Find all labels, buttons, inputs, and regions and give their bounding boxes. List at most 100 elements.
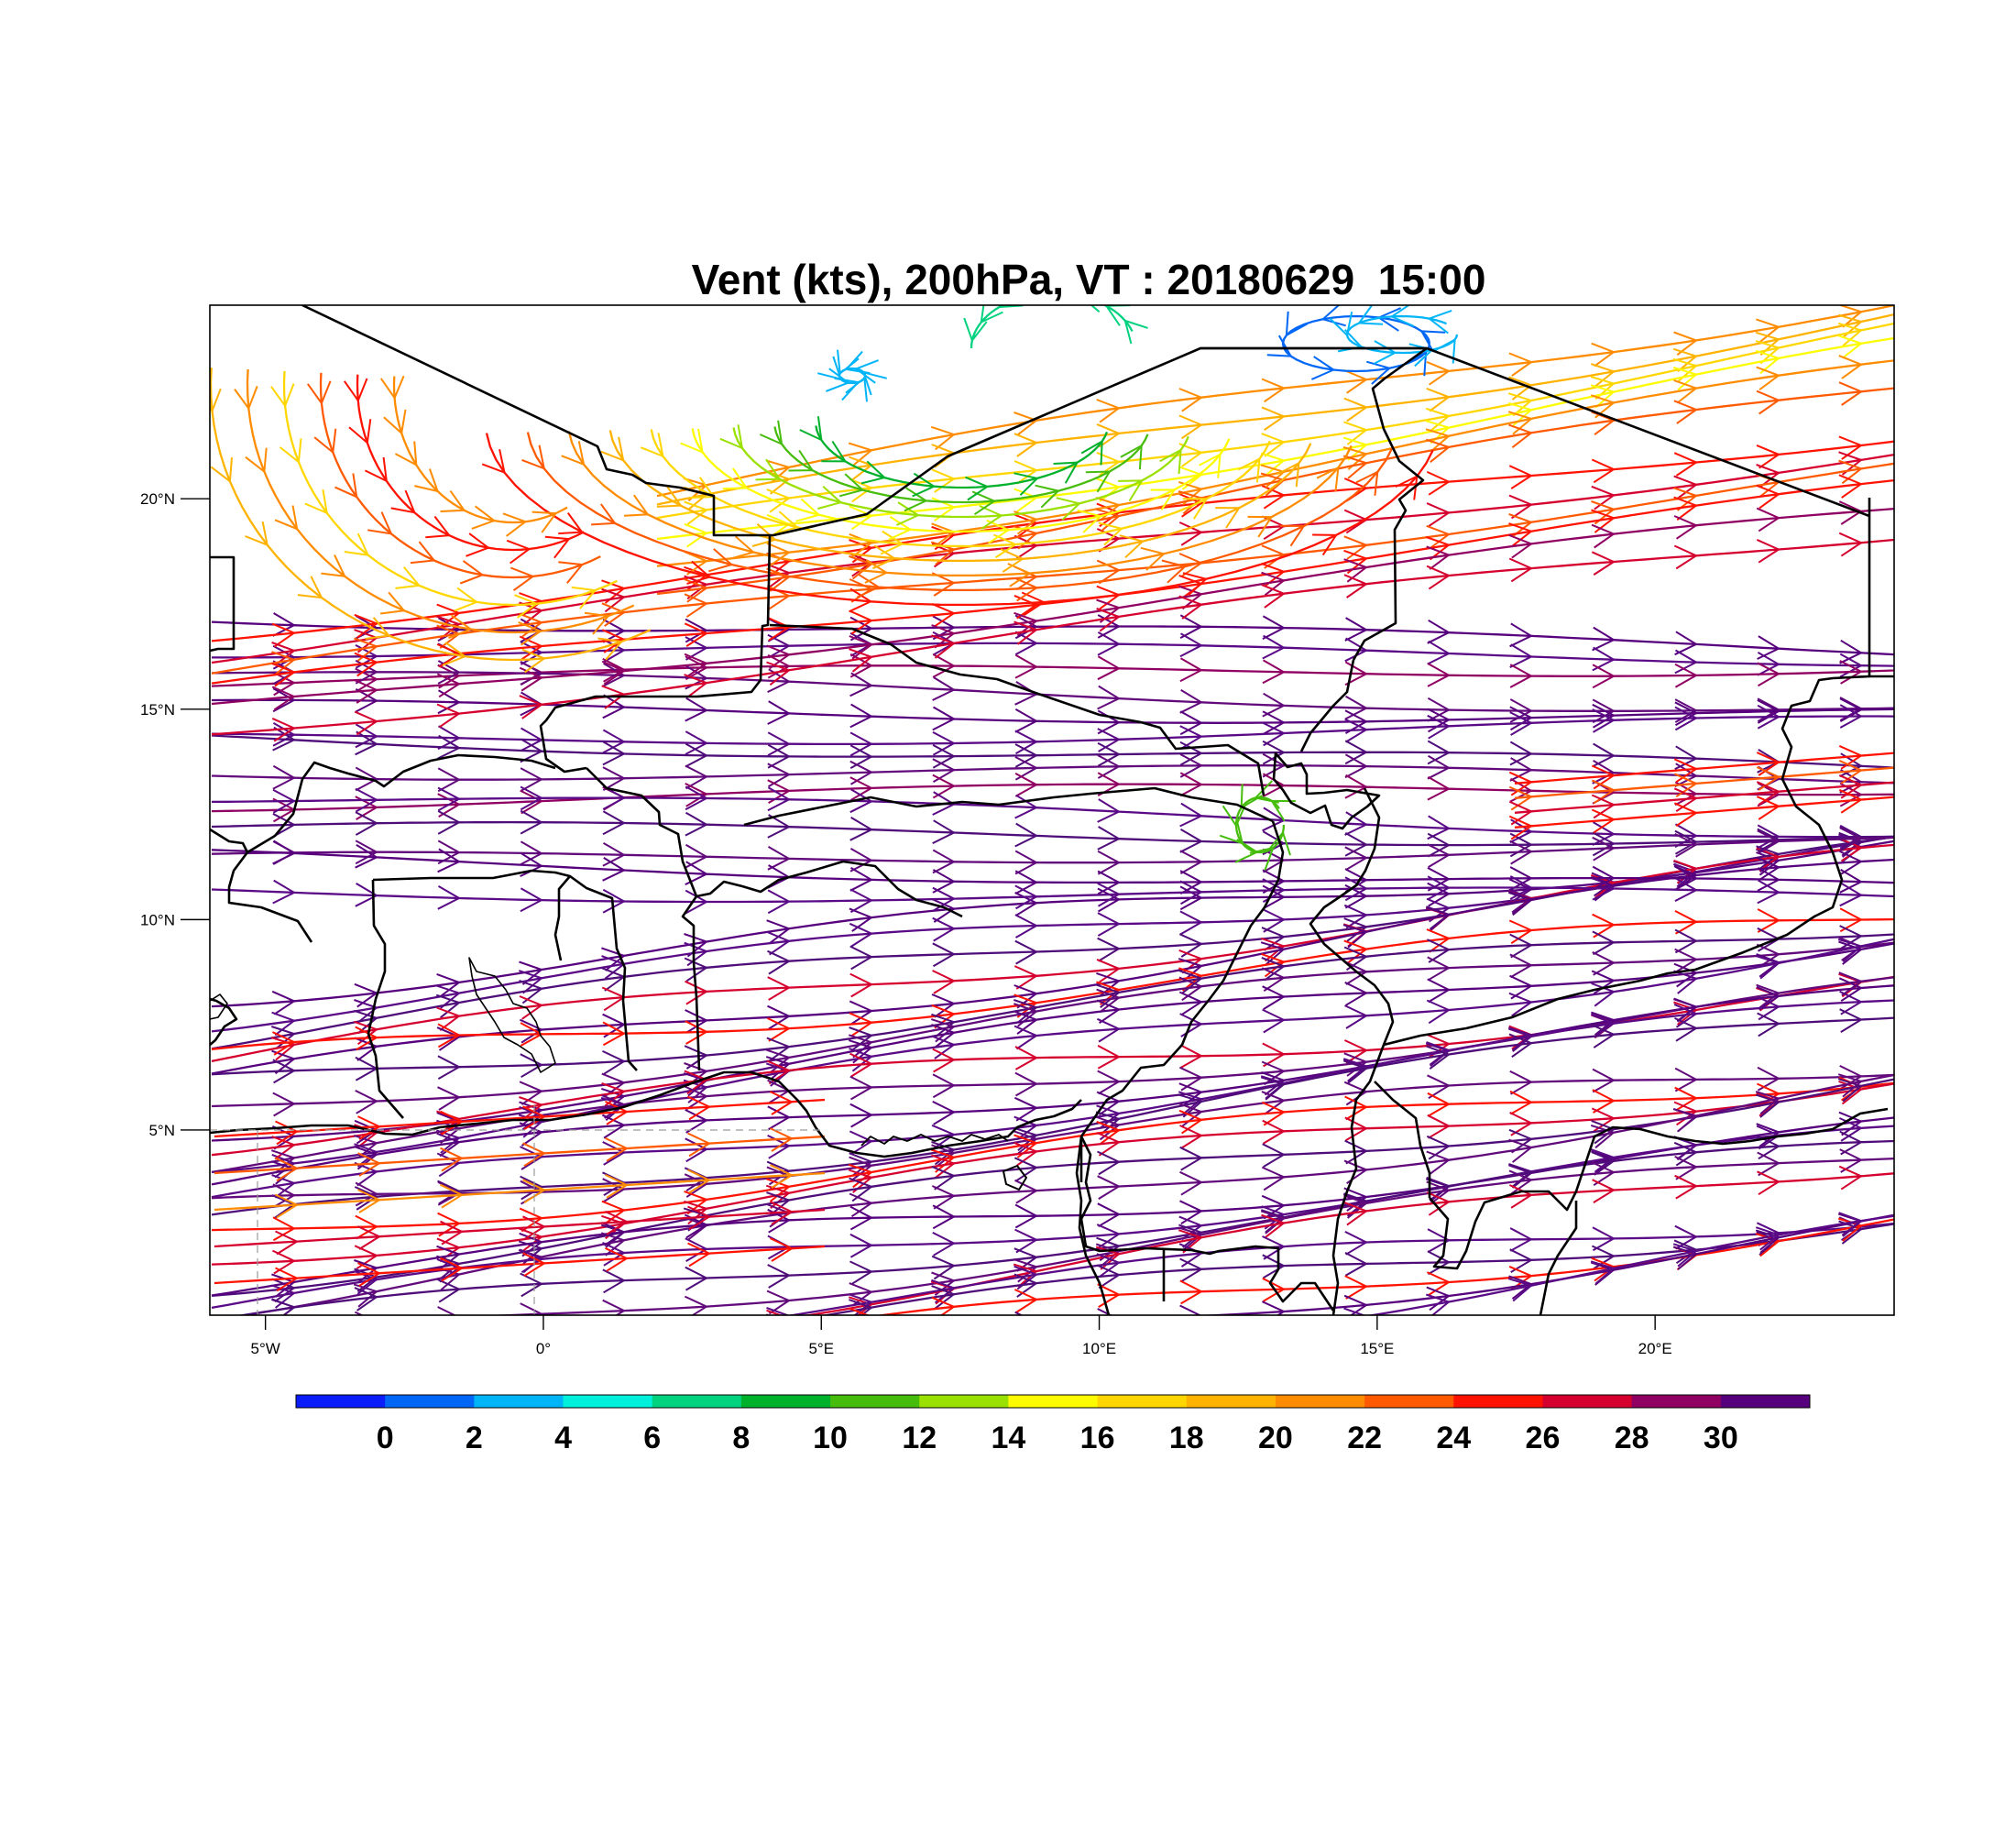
streamline-barb	[600, 436, 625, 462]
streamline-barb	[436, 615, 462, 640]
streamline-barb	[799, 416, 823, 442]
streamline-barb	[1344, 982, 1369, 1006]
streamline-barb	[481, 448, 506, 475]
streamline-barb	[1592, 1089, 1616, 1114]
streamline-barb	[1097, 850, 1122, 875]
streamline-barb	[1179, 1304, 1202, 1315]
streamline-barb	[1179, 1044, 1204, 1069]
streamline-barb	[1266, 335, 1293, 357]
streamline	[1514, 796, 1894, 829]
streamline-barb	[1757, 699, 1781, 724]
streamline-barb	[1215, 507, 1242, 529]
streamline-barb	[522, 1179, 547, 1204]
streamline-barb	[1056, 497, 1081, 521]
streamline-barb	[1262, 1235, 1287, 1260]
streamline-barb	[931, 1013, 957, 1038]
streamline-barb	[1508, 513, 1534, 538]
streamline	[773, 426, 1149, 504]
streamline-barb	[1179, 725, 1204, 750]
streamline-barb	[1261, 1301, 1287, 1315]
streamline-barb	[1674, 1016, 1699, 1042]
streamline-barb	[1014, 614, 1039, 640]
coastline-sierra-leone	[210, 997, 238, 1046]
streamline-barb	[440, 490, 466, 512]
streamline-barb	[623, 494, 650, 517]
streamline-barb	[602, 1049, 627, 1075]
streamline-barb	[1674, 829, 1699, 855]
streamline-barb	[1673, 475, 1699, 500]
streamline-barb	[210, 457, 233, 484]
streamline-barb	[932, 706, 957, 731]
streamline-barb	[849, 1205, 874, 1231]
streamline-barb	[1096, 1264, 1122, 1290]
streamline-barb	[602, 619, 627, 643]
streamline-barb	[1013, 513, 1039, 539]
streamline-barb	[849, 532, 874, 558]
streamline-barb	[931, 1255, 957, 1280]
streamline	[1345, 314, 1459, 355]
streamline-barb	[1097, 937, 1122, 962]
streamline-barb	[395, 566, 422, 589]
streamline-barb	[355, 688, 379, 713]
streamline-barb	[1426, 565, 1452, 590]
streamline-barb	[1508, 1275, 1534, 1300]
streamline-barb	[683, 477, 709, 502]
streamline-barb	[1509, 818, 1534, 843]
streamline-barb	[766, 1307, 791, 1315]
streamline-barb	[931, 624, 957, 649]
streamline-barb	[1591, 1119, 1616, 1145]
streamline-barb	[1178, 958, 1204, 982]
streamline-barb	[849, 1323, 871, 1346]
streamline-barb	[767, 1353, 789, 1376]
streamline	[211, 836, 1894, 864]
streamline	[239, 1073, 1894, 1315]
streamline-barb	[1261, 1071, 1287, 1096]
streamline-barb	[1013, 1130, 1039, 1155]
streamline-barb	[684, 551, 709, 576]
boundary-niger-chad	[1352, 346, 1428, 661]
streamline-barb	[1672, 1246, 1699, 1270]
streamline-barb	[234, 386, 258, 411]
streamline-barb	[1159, 448, 1182, 475]
streamline-barb	[1509, 711, 1534, 736]
streamline-barb	[1096, 399, 1122, 423]
streamline-barb	[1508, 494, 1534, 520]
coastline-cameroon-gabon	[1075, 1136, 1111, 1315]
streamline-barb	[1053, 281, 1074, 304]
streamline-barb	[437, 885, 462, 910]
streamline-barb	[1591, 982, 1616, 1007]
streamline-barb	[1237, 456, 1261, 483]
streamline-barb	[522, 1142, 547, 1168]
streamline-barb	[1179, 802, 1204, 828]
streamline-barb	[1757, 879, 1781, 905]
streamline-barb	[602, 658, 627, 683]
streamline-barb	[1592, 865, 1616, 891]
streamline-barb	[601, 1352, 624, 1375]
streamline-barb	[1673, 515, 1699, 540]
streamline-barb	[687, 1169, 712, 1194]
streamline-barb	[1756, 444, 1781, 469]
streamline-barb	[1673, 1101, 1699, 1126]
streamline-barb	[680, 428, 704, 455]
streamline-barb	[1343, 574, 1369, 598]
streamline-barb	[860, 460, 887, 485]
streamline-barb	[354, 1287, 379, 1312]
streamline-barb	[1592, 951, 1616, 976]
streamline-barb	[685, 861, 709, 885]
streamline-barb	[1591, 1161, 1616, 1187]
lake-volta	[468, 957, 556, 1073]
streamline-barb	[1096, 999, 1122, 1025]
streamline-barb	[1179, 753, 1204, 778]
streamline-barb	[520, 809, 544, 835]
streamline	[1196, 1213, 1894, 1315]
streamline-barb	[1674, 781, 1699, 807]
streamline-barb	[1343, 421, 1369, 445]
streamline-barb	[685, 618, 709, 643]
streamline-barb	[795, 498, 821, 522]
streamline-barb	[684, 593, 709, 618]
streamline-barb	[245, 521, 269, 547]
streamline-barb	[722, 467, 749, 490]
streamline-barb	[1426, 387, 1452, 412]
streamline-barb	[1592, 646, 1616, 672]
streamline	[211, 933, 1894, 1076]
